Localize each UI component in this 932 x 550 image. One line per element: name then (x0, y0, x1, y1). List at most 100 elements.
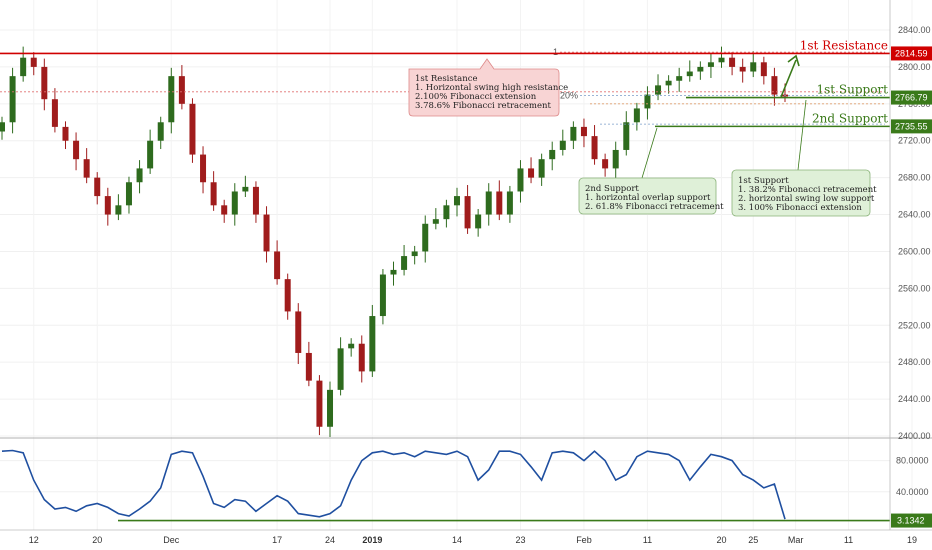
price-tick-label: 2600.00 (898, 246, 931, 256)
price-tick-label: 2440.00 (898, 394, 931, 404)
date-tick-label: 19 (907, 535, 917, 545)
candle-body (580, 126, 587, 137)
date-tick-label: Dec (163, 535, 180, 545)
candle-body (83, 159, 90, 178)
osc-tick-label: 80.0000 (896, 456, 929, 466)
date-tick-label: 24 (325, 535, 335, 545)
osc-value-box (891, 513, 932, 528)
candle-body (760, 62, 767, 77)
level-label: 1st Resistance (800, 38, 888, 52)
candle-body (771, 76, 778, 95)
candle-body (379, 274, 386, 317)
candle-body (231, 191, 238, 215)
candle-body (644, 94, 651, 109)
candle-body (612, 149, 619, 169)
candle-body (506, 191, 513, 215)
candle-body (284, 279, 291, 312)
oscillator-line (1, 449, 786, 520)
price-tag-box (891, 90, 932, 105)
resistance-box-title: 1st Resistance (415, 74, 478, 84)
candle-body (496, 191, 503, 215)
candle-body (115, 205, 122, 215)
candle-body (41, 66, 48, 100)
candle-body (168, 76, 175, 123)
date-tick-label: 12 (29, 535, 39, 545)
candle-body (136, 168, 143, 183)
resistance-callout-box (408, 58, 560, 117)
support2-box-line-1: 1. horizontal overlap support (585, 193, 711, 203)
candle-body (94, 177, 101, 197)
candle-body (390, 269, 397, 275)
support2-pointer (641, 127, 658, 179)
candle-body (422, 223, 429, 252)
candle-body (9, 76, 16, 123)
price-tick-label: 2560.00 (898, 283, 931, 293)
candle-body (655, 85, 662, 95)
projection-arrow-head (787, 54, 800, 67)
price-tag-label: 2766.79 (895, 93, 928, 103)
fib-label: 38.20% (547, 91, 578, 101)
candle-body (633, 108, 640, 123)
candle-body (697, 66, 704, 72)
date-tick-label: Mar (788, 535, 804, 545)
candle-body (602, 159, 609, 169)
projection-arrow-shaft (780, 59, 797, 98)
resistance-box-line-1: 1. Horizontal swing high resistance (415, 83, 568, 93)
resistance-annotation: 1st Resistance 1. Horizontal swing high … (408, 58, 568, 117)
candle-body (337, 348, 344, 390)
price-tick-label: 2400.00 (898, 431, 931, 441)
osc-value-label: 3.1342 (897, 516, 925, 526)
candle-body (73, 140, 80, 160)
support1-annotation: 1st Support 1. 38.2% Fibonacci retraceme… (731, 99, 877, 217)
candle-body (411, 251, 418, 257)
price-tick-label: 2840.00 (898, 25, 931, 35)
candle-body (528, 168, 535, 178)
price-tag-label: 2735.55 (895, 121, 928, 131)
price-candles (0, 46, 788, 437)
candle-body (570, 126, 577, 141)
candle-body (401, 256, 408, 270)
candle-body (538, 159, 545, 178)
candle-body (147, 140, 154, 169)
price-axis: 2840.002800.002760.002720.002680.002640.… (896, 25, 931, 497)
price-tag-box (891, 119, 932, 134)
date-tick-label: 2019 (362, 535, 382, 545)
price-tick-label: 2680.00 (898, 173, 931, 183)
candle-body (665, 80, 672, 86)
candle-body (549, 149, 556, 160)
candle-body (221, 205, 228, 215)
candle-body (157, 122, 164, 141)
level-lines: 1st Resistance 1st Support 2nd Support (0, 38, 890, 128)
osc-tick-label: 40.0000 (896, 487, 929, 497)
date-tick-label: 25 (748, 535, 758, 545)
candle-body (739, 66, 746, 72)
resistance-box-line-3: 3.78.6% Fibonacci retracement (415, 101, 551, 111)
candle-body (707, 62, 714, 67)
price-tick-label: 2480.00 (898, 357, 931, 367)
support2-box-title: 2nd Support (585, 184, 639, 194)
support2-callout-box (578, 177, 717, 215)
fibonacci-levels: 1 38.20% (0, 47, 885, 125)
candle-body (676, 76, 683, 81)
price-tags: 2814.59 2766.79 2735.55 3.1342 (891, 46, 932, 528)
candle-body (750, 62, 757, 72)
time-axis: 12 20 Dec 17 24 2019 14 23 Feb 11 20 25 Mar 11 19 (29, 535, 917, 545)
candle-body (686, 71, 693, 77)
candle-body (274, 251, 281, 280)
candle-body (517, 168, 524, 192)
level-label: 2nd Support (812, 111, 888, 125)
support1-pointer (797, 99, 807, 171)
price-tick-label: 2720.00 (898, 136, 931, 146)
candle-body (729, 57, 736, 67)
support2-annotation: 2nd Support 1. horizontal overlap suppor… (578, 127, 724, 215)
candle-body (485, 191, 492, 215)
oscillator-panel (1, 449, 890, 522)
candle-body (263, 214, 270, 252)
candle-body (464, 196, 471, 229)
candle-body (327, 389, 334, 427)
candle-body (125, 182, 132, 206)
projection-arrow (780, 54, 800, 98)
candle-body (30, 57, 37, 67)
candle-body (369, 316, 376, 372)
